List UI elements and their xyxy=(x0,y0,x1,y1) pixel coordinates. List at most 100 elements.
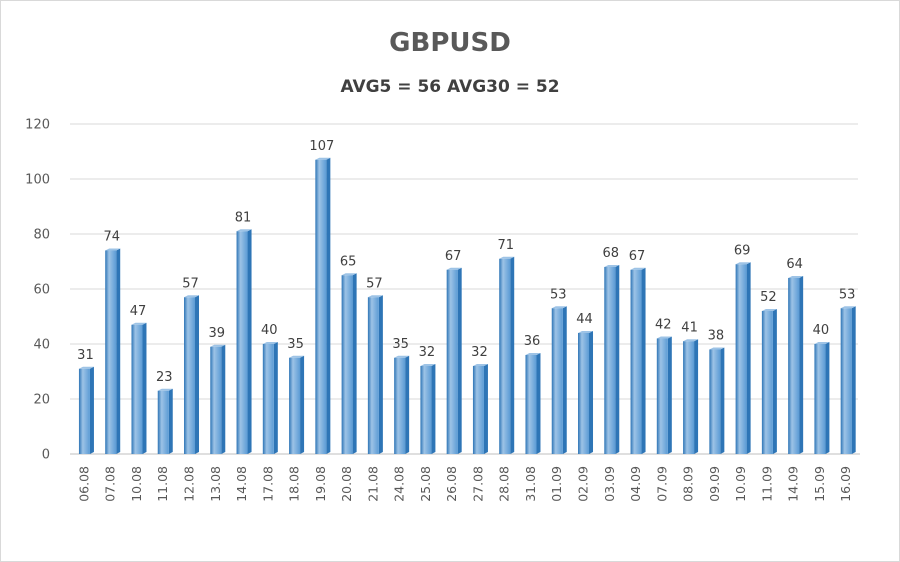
bar-side xyxy=(273,342,278,454)
bar xyxy=(78,368,90,454)
x-axis: 06.08 07.08 10.08 11.08 12.08 13.08 14.08 17.08… xyxy=(76,466,853,502)
bar-group: 64 xyxy=(786,257,804,454)
bar-side xyxy=(300,355,305,454)
bar xyxy=(551,308,563,454)
bar-top xyxy=(551,306,567,309)
x-tick-label: 14.09 xyxy=(786,466,801,502)
bar xyxy=(630,269,642,454)
bar-top xyxy=(525,353,541,355)
data-label: 40 xyxy=(813,323,830,338)
data-label: 47 xyxy=(130,304,147,319)
bar xyxy=(840,308,852,454)
data-label: 41 xyxy=(681,320,698,335)
bar-side xyxy=(457,267,462,454)
bar-group: 38 xyxy=(708,329,725,454)
bar-group: 47 xyxy=(130,304,147,454)
bar-top xyxy=(341,273,357,276)
bar-top xyxy=(578,331,594,333)
bar-group: 41 xyxy=(681,320,699,454)
bar-side xyxy=(168,388,173,454)
y-tick-label: 60 xyxy=(33,283,50,298)
x-tick-label: 04.09 xyxy=(628,466,643,502)
bar-side xyxy=(825,342,830,454)
bar-side xyxy=(195,295,200,454)
bar-side xyxy=(536,353,541,454)
x-tick-label: 20.08 xyxy=(339,466,354,502)
x-tick-label: 14.08 xyxy=(234,466,249,502)
bar-top xyxy=(210,344,226,347)
y-tick-label: 40 xyxy=(33,338,50,353)
x-tick-label: 13.08 xyxy=(208,466,223,502)
data-label: 38 xyxy=(708,329,725,344)
bar-side xyxy=(851,306,856,454)
bar-top xyxy=(236,229,252,232)
y-tick-label: 80 xyxy=(33,228,50,243)
x-tick-label: 26.08 xyxy=(444,466,459,502)
gridlines xyxy=(70,123,860,455)
bar xyxy=(420,366,432,454)
bar-group: 107 xyxy=(309,139,334,454)
bar-side xyxy=(772,309,777,454)
data-label: 23 xyxy=(156,370,173,385)
data-label: 74 xyxy=(103,230,120,245)
bar xyxy=(184,297,196,454)
bar-top xyxy=(289,355,305,358)
bar xyxy=(131,324,143,454)
x-tick-label: 31.08 xyxy=(523,466,538,502)
x-tick-label: 09.09 xyxy=(707,466,722,502)
bar-top xyxy=(814,342,830,344)
bar xyxy=(656,338,668,454)
x-tick-label: 02.09 xyxy=(576,466,591,502)
bar xyxy=(105,250,117,454)
data-label: 64 xyxy=(786,257,803,272)
x-tick-label: 03.09 xyxy=(602,466,617,502)
chart-title: GBPUSD xyxy=(389,28,511,58)
data-label: 53 xyxy=(839,287,856,302)
bar-side xyxy=(510,256,515,454)
bar-group: 23 xyxy=(156,370,173,454)
bar xyxy=(604,267,616,454)
bar-group: 69 xyxy=(734,243,751,454)
bar-top xyxy=(709,347,725,350)
chart-subtitle: AVG5 = 56 AVG30 = 52 xyxy=(340,77,560,97)
bar-group: 52 xyxy=(760,290,777,454)
x-tick-label: 12.08 xyxy=(182,466,197,502)
bar xyxy=(367,297,379,454)
bar-side xyxy=(326,157,331,454)
bars: 31 74 47 23 57 39 81 40 35 107 65 57 35 32 67 32 71 36 53 4… xyxy=(77,139,856,454)
x-tick-label: 18.08 xyxy=(287,466,302,502)
data-label: 65 xyxy=(340,254,357,269)
y-tick-label: 0 xyxy=(42,448,50,463)
bar-top xyxy=(446,267,462,270)
x-tick-label: 10.08 xyxy=(129,466,144,502)
data-label: 52 xyxy=(760,290,777,305)
bar-top xyxy=(184,295,200,298)
data-label: 32 xyxy=(471,345,488,360)
bar-top xyxy=(262,342,278,344)
bar-side xyxy=(746,262,751,454)
bar xyxy=(315,159,327,454)
data-label: 57 xyxy=(182,276,199,291)
bar xyxy=(525,355,537,454)
bar-side xyxy=(483,364,488,454)
bar-group: 74 xyxy=(103,230,121,454)
bar-side xyxy=(799,276,804,454)
bar-top xyxy=(394,355,410,358)
bar xyxy=(289,357,301,454)
bar-top xyxy=(157,388,173,391)
x-tick-label: 07.08 xyxy=(103,466,118,502)
bar xyxy=(788,278,800,454)
bar-top xyxy=(78,366,94,369)
x-tick-label: 16.09 xyxy=(838,466,853,502)
bar-side xyxy=(589,331,594,454)
data-label: 32 xyxy=(419,345,436,360)
bar-side xyxy=(142,322,147,454)
bar-top xyxy=(131,322,147,325)
bar xyxy=(683,341,695,454)
bar-top xyxy=(683,339,699,342)
data-label: 53 xyxy=(550,287,567,302)
bar-top xyxy=(420,364,436,366)
data-label: 57 xyxy=(366,276,383,291)
bar-side xyxy=(405,355,410,454)
bar-side xyxy=(378,295,383,454)
